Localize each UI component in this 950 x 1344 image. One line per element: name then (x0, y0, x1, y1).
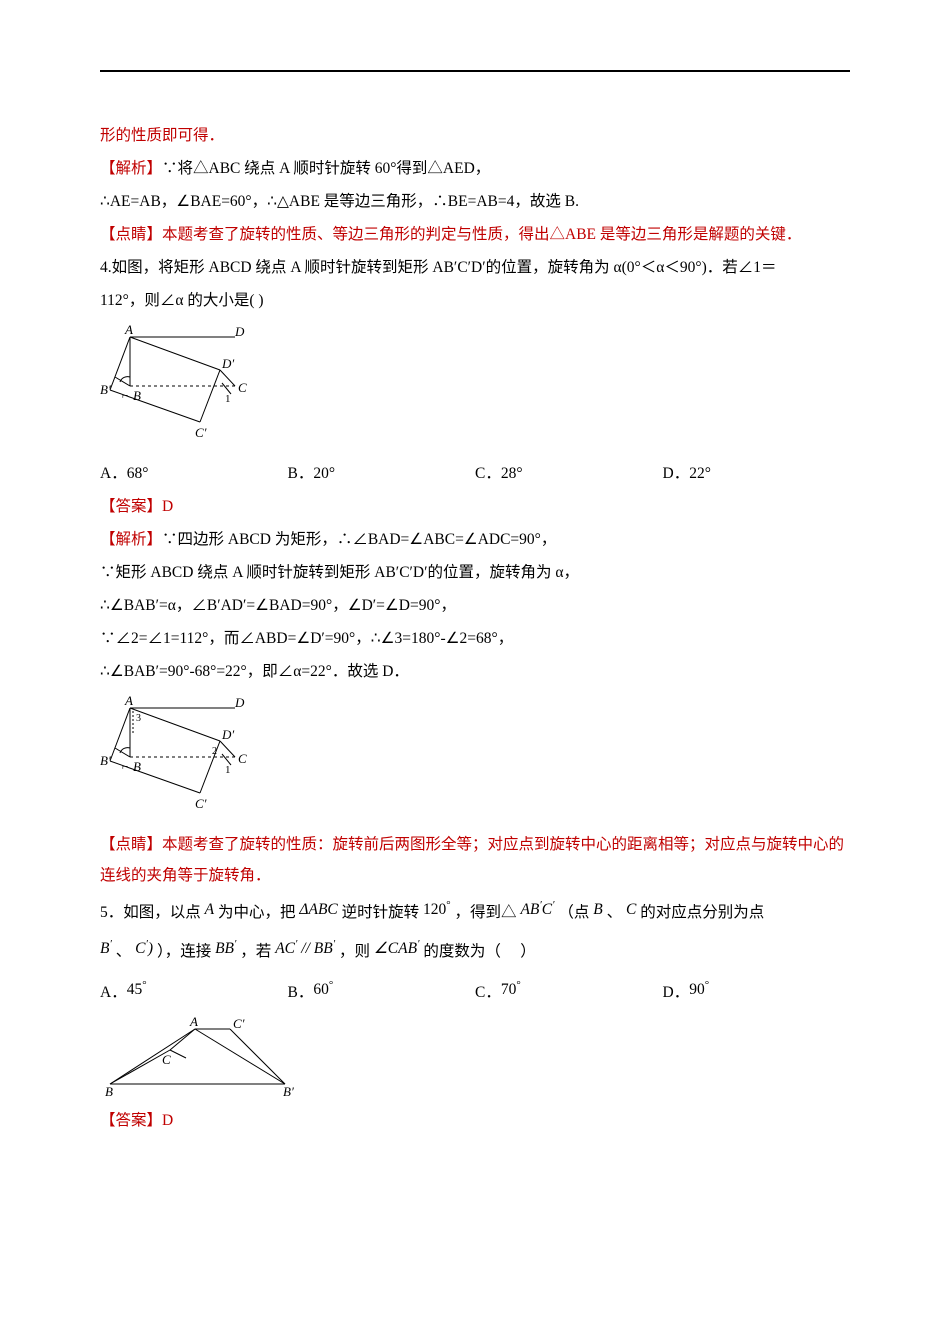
math-angCABp: ∠CAB′ (374, 940, 420, 957)
lblB: B (133, 388, 141, 403)
dianjing1-text: 本题考查了旋转的性质、等边三角形的判定与性质，得出△ABE 是等边三角形是解题的… (162, 226, 801, 243)
svg-text:C: C (238, 751, 247, 766)
q5-choices: A．45° B．60° C．70° D．90° (100, 974, 850, 1008)
q4-choices: A．68° B．20° C．28° D．22° (100, 458, 850, 489)
lblD: D (234, 324, 245, 339)
lblC: C (238, 380, 247, 395)
svg-text:B′: B′ (100, 753, 111, 768)
q5-choice-B: B．60° (288, 974, 476, 1008)
dianjing1-prefix: 【点睛】 (100, 226, 162, 243)
svg-text:B: B (133, 759, 141, 774)
q4-choice-B: B．20° (288, 458, 476, 489)
content: 形的性质即可得． 【解析】∵将△ABC 绕点 A 顺时针旋转 60°得到△AED… (100, 120, 850, 1136)
lblA: A (124, 322, 133, 337)
q4-expl-l1: 【解析】∵四边形 ABCD 为矩形，∴∠BAD=∠ABC=∠ADC=90°， (100, 524, 850, 555)
q4-choice-C: C．28° (475, 458, 663, 489)
top-rule (100, 70, 850, 72)
lblCp5: C′ (233, 1016, 245, 1031)
q4-expl-l5: ∴∠BAB′=90°-68°=22°，即∠α=22°．故选 D． (100, 656, 850, 687)
q4-dianjing: 【点睛】本题考查了旋转的性质：旋转前后两图形全等；对应点到旋转中心的距离相等；对… (100, 829, 850, 891)
analysis-line1: 【解析】∵将△ABC 绕点 A 顺时针旋转 60°得到△AED， (100, 153, 850, 184)
q4-stem-l2: 112°，则∠α 的大小是( ) (100, 285, 850, 316)
q5-line2: B′ 、 C′) ），连接 BB′ ，若 AC′ // BB′ ，则 ∠CAB′… (100, 932, 850, 969)
math-Bp: B′ (100, 940, 112, 957)
math-BBp: BB′ (215, 940, 236, 957)
q5-choice-C: C．70° (475, 974, 663, 1008)
lblDp: D′ (221, 356, 234, 371)
figure-q5: A C′ B B′ C (100, 1014, 850, 1099)
q4-expl-l4: ∵∠2=∠1=112°，而∠ABD=∠D′=90°，∴∠3=180°-∠2=68… (100, 623, 850, 654)
analysis-prefix: 【解析】 (100, 160, 162, 177)
math-C: C (626, 901, 636, 918)
q5-answer: 【答案】D (100, 1105, 850, 1136)
svg-text:A: A (124, 693, 133, 708)
analysis-line1-rest: ∵将△ABC 绕点 A 顺时针旋转 60°得到△AED， (162, 160, 490, 177)
q4-expl-l3: ∴∠BAB′=α，∠B′AD′=∠BAD=90°，∠D′=∠D=90°， (100, 590, 850, 621)
svg-text:D′: D′ (221, 727, 234, 742)
svg-text:1: 1 (225, 764, 231, 776)
svg-text:⌐: ⌐ (122, 390, 128, 402)
lblBp5: B′ (283, 1084, 294, 1099)
svg-text:C′: C′ (195, 796, 207, 811)
q4-stem-l1: 4.如图，将矩形 ABCD 绕点 A 顺时针旋转到矩形 AB′C′D′的位置，旋… (100, 252, 850, 283)
math-ABpCp: AB′C′ (520, 901, 554, 918)
q4-answer-val: D (162, 498, 173, 515)
q4-answer-prefix: 【答案】 (100, 498, 162, 515)
analysis-line2: ∴AE=AB，∠BAE=60°，∴△ABE 是等边三角形，∴BE=AB=4，故选… (100, 186, 850, 217)
math-120: 120° (423, 901, 451, 918)
figure-q4-svg: A D B′ ⌐ B C D′ C′ 1 (100, 322, 260, 452)
math-triABC: ΔABC (299, 901, 337, 918)
svg-text:C: C (162, 1052, 171, 1067)
lblCp: C′ (195, 425, 207, 440)
figure-q5-svg: A C′ B B′ C (100, 1014, 300, 1099)
math-B: B (593, 901, 602, 918)
svg-text:A: A (189, 1014, 198, 1029)
svg-text:3: 3 (136, 713, 141, 724)
math-A: A (205, 901, 214, 918)
dianjing1: 【点睛】本题考查了旋转的性质、等边三角形的判定与性质，得出△ABE 是等边三角形… (100, 219, 850, 250)
svg-text:2: 2 (212, 746, 217, 757)
page: 形的性质即可得． 【解析】∵将△ABC 绕点 A 顺时针旋转 60°得到△AED… (0, 0, 950, 1198)
q4-choice-A: A．68° (100, 458, 288, 489)
svg-text:B: B (105, 1084, 113, 1099)
q5-line1: 5．如图，以点 A 为中心，把 ΔABC 逆时针旋转 120° ，得到△ AB′… (100, 893, 850, 930)
q5-choice-A: A．45° (100, 974, 288, 1008)
q4-expl-l2: ∵矩形 ABCD 绕点 A 顺时针旋转到矩形 AB′C′D′的位置，旋转角为 α… (100, 557, 850, 588)
lbl1: 1 (225, 393, 231, 405)
q5-choice-D: D．90° (663, 974, 851, 1008)
figure-q4b-svg: A 3 D B′ ⌐ B C D′ C′ 2 1 (100, 693, 260, 823)
q4-answer: 【答案】D (100, 491, 850, 522)
math-par: AC′ // BB′ (275, 940, 335, 957)
q4-choice-D: D．22° (663, 458, 851, 489)
math-Cp2: C′) (135, 940, 153, 957)
figure-q4b: A 3 D B′ ⌐ B C D′ C′ 2 1 (100, 693, 850, 823)
svg-text:⌐: ⌐ (122, 761, 128, 773)
intro-tail: 形的性质即可得． (100, 120, 850, 151)
figure-q4: A D B′ ⌐ B C D′ C′ 1 (100, 322, 850, 452)
svg-text:D: D (234, 695, 245, 710)
lblBp: B′ (100, 382, 111, 397)
